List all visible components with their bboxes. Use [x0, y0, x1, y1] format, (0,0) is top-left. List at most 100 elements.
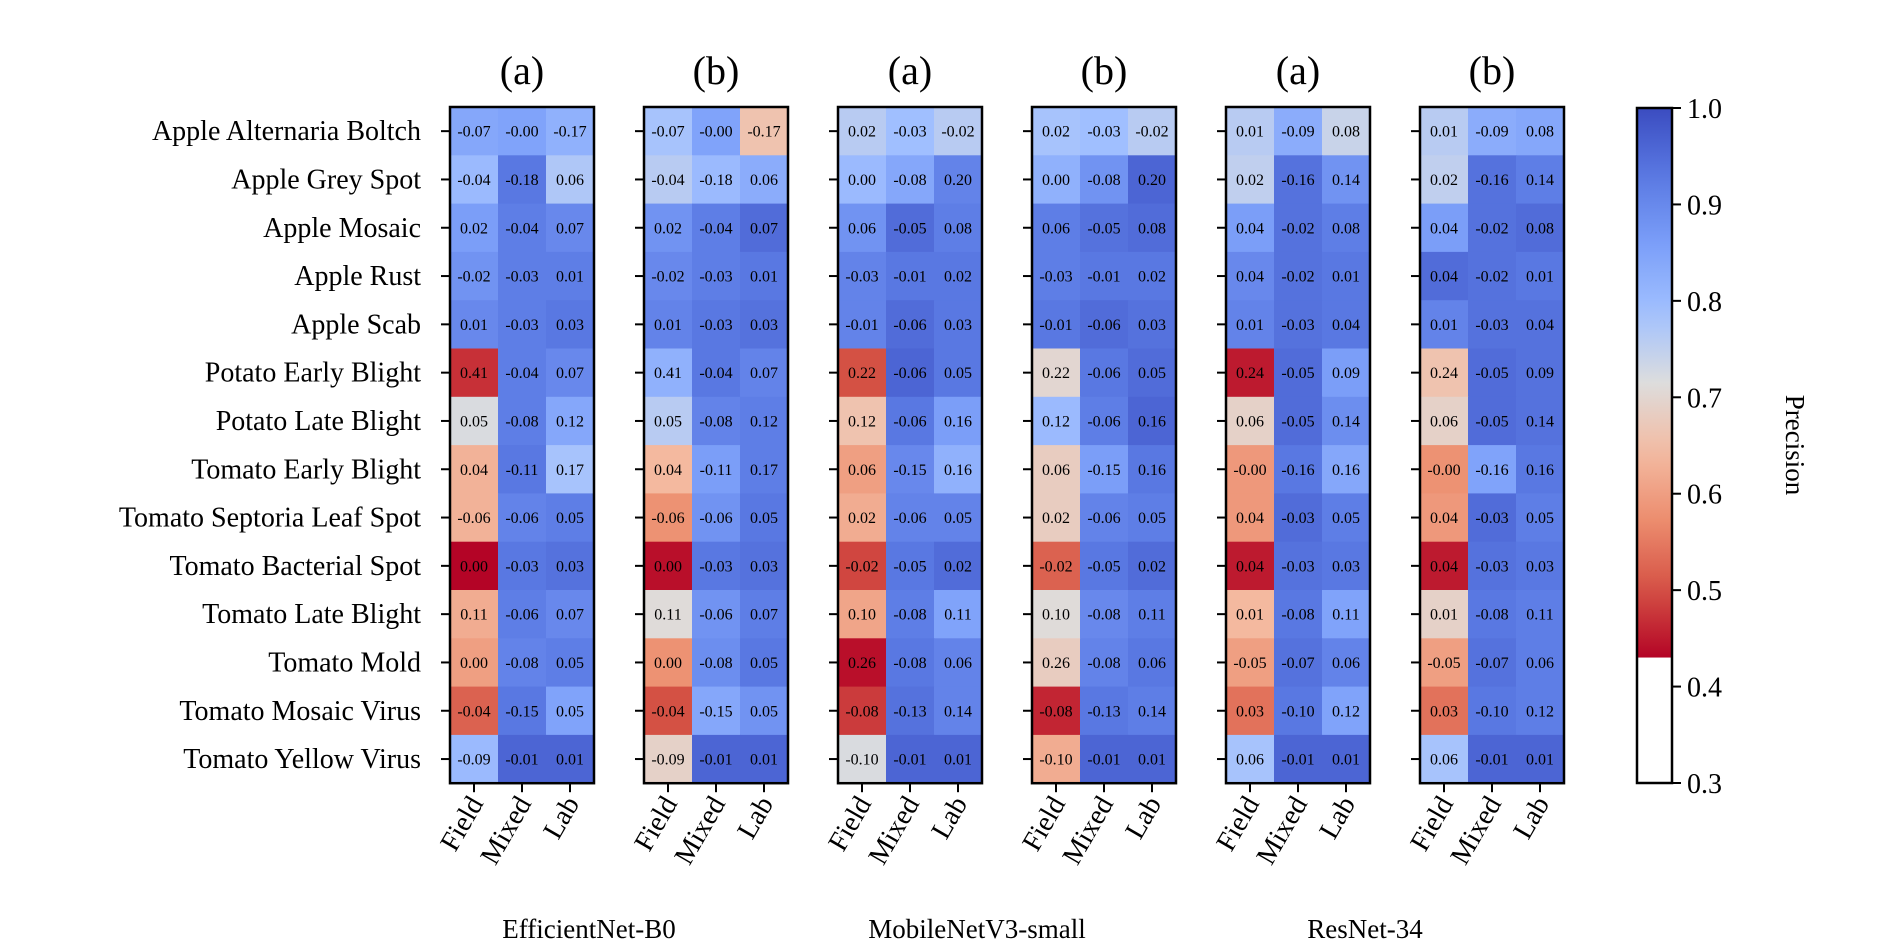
cell-label: 0.26 [1042, 655, 1070, 672]
cell-label: -0.16 [1475, 462, 1508, 479]
cell-label: 0.01 [1430, 607, 1458, 624]
cell-label: 0.05 [460, 413, 488, 430]
cell-label: 0.07 [750, 607, 778, 624]
cell-label: 0.01 [556, 269, 584, 286]
cell-label: 0.12 [1526, 703, 1554, 720]
cell-label: 0.01 [654, 317, 682, 334]
cell-label: -0.03 [699, 317, 732, 334]
heatmap-cell [546, 251, 595, 301]
heatmap-cell [838, 396, 887, 446]
cell-label: -0.02 [845, 558, 878, 575]
heatmap-cell [498, 493, 547, 543]
cell-label: -0.06 [1087, 365, 1120, 382]
heatmap-cell [1128, 590, 1177, 639]
heatmap-cell [1420, 493, 1469, 543]
cell-label: -0.07 [651, 124, 684, 141]
cell-label: -0.01 [1281, 752, 1314, 769]
cell-label: -0.15 [505, 703, 538, 720]
heatmap-cell [692, 348, 741, 398]
cell-label: -0.08 [893, 172, 926, 189]
heatmap-cell [1080, 590, 1129, 639]
cell-label: -0.03 [1475, 558, 1508, 575]
cell-label: 0.12 [556, 413, 584, 430]
cell-label: 0.06 [1138, 655, 1166, 672]
cell-label: 0.01 [1332, 752, 1360, 769]
cell-label: -0.03 [505, 317, 538, 334]
heatmap-cell [1468, 590, 1517, 639]
cell-label: 0.02 [1430, 172, 1458, 189]
heatmap-cell [740, 107, 789, 156]
heatmap-cell [692, 396, 741, 446]
heatmap-cell [934, 251, 983, 301]
cell-label: 0.22 [848, 365, 876, 382]
heatmap-cell [886, 107, 935, 156]
heatmap-cell [546, 541, 595, 591]
cell-label: -0.02 [457, 269, 490, 286]
cell-label: 0.02 [1042, 124, 1070, 141]
cell-label: -0.02 [1475, 269, 1508, 286]
panel-title: (b) [1081, 48, 1128, 93]
heatmap-cell [1322, 734, 1371, 784]
cell-label: 0.02 [1042, 510, 1070, 527]
cell-label: 0.03 [1236, 703, 1264, 720]
heatmap-cell [546, 638, 595, 688]
heatmap-cell [1420, 107, 1469, 156]
cell-label: -0.03 [1475, 317, 1508, 334]
cell-label: 0.11 [1526, 607, 1553, 624]
cell-label: 0.00 [460, 655, 488, 672]
heatmap-cell [546, 590, 595, 639]
cell-label: -0.03 [1281, 510, 1314, 527]
cell-label: -0.03 [1039, 269, 1072, 286]
heatmap-cell [1128, 686, 1177, 736]
heatmap-cell [1274, 734, 1323, 784]
cell-label: 0.04 [1236, 510, 1264, 527]
cell-label: 0.12 [750, 413, 778, 430]
heatmap-cell [886, 445, 935, 494]
cell-label: 0.04 [1236, 269, 1264, 286]
heatmap-cell [1226, 638, 1275, 688]
cell-label: -0.08 [505, 655, 538, 672]
heatmap-cell [934, 445, 983, 494]
colorbar-tick-label: 0.9 [1687, 190, 1722, 221]
heatmap-cell [1420, 203, 1469, 253]
cell-label: 0.03 [750, 558, 778, 575]
heatmap-cell [934, 493, 983, 543]
x-tick-label: Mixed [863, 791, 926, 870]
heatmap-cell [498, 445, 547, 494]
heatmap-cell [1322, 638, 1371, 688]
cell-label: 0.11 [654, 607, 681, 624]
cell-label: -0.07 [457, 124, 490, 141]
cell-label: -0.01 [893, 269, 926, 286]
heatmap-cell [886, 203, 935, 253]
heatmap-cell [1226, 251, 1275, 301]
colorbar-frame [1635, 106, 1674, 785]
heatmap-cell [644, 251, 693, 301]
heatmap-cell [1322, 107, 1371, 156]
colorbar-tick-label: 0.5 [1687, 576, 1722, 607]
cell-label: 0.04 [460, 462, 488, 479]
heatmap-cell [644, 590, 693, 639]
cell-label: -0.10 [1039, 752, 1072, 769]
heatmap-cell [692, 155, 741, 205]
cell-label: -0.06 [893, 317, 926, 334]
heatmap-cell [450, 155, 499, 205]
cell-label: 0.03 [556, 317, 584, 334]
heatmap-cell [1032, 155, 1081, 205]
heatmap-cell [1420, 251, 1469, 301]
cell-label: -0.17 [553, 124, 586, 141]
cell-label: -0.08 [699, 655, 732, 672]
row-label: Potato Early Blight [205, 358, 421, 389]
cell-label: 0.08 [1526, 124, 1554, 141]
cell-label: -0.09 [1475, 124, 1508, 141]
heatmap-cell [1032, 251, 1081, 301]
cell-label: -0.10 [845, 752, 878, 769]
cell-label: -0.18 [699, 172, 732, 189]
cell-label: -0.08 [893, 655, 926, 672]
heatmap-cell [740, 203, 789, 253]
cell-label: 0.08 [944, 220, 972, 237]
heatmap-cell [498, 396, 547, 446]
cell-label: 0.06 [1430, 752, 1458, 769]
cell-label: 0.03 [1430, 703, 1458, 720]
heatmap-cell [450, 107, 499, 156]
heatmap-cell [1516, 155, 1565, 205]
